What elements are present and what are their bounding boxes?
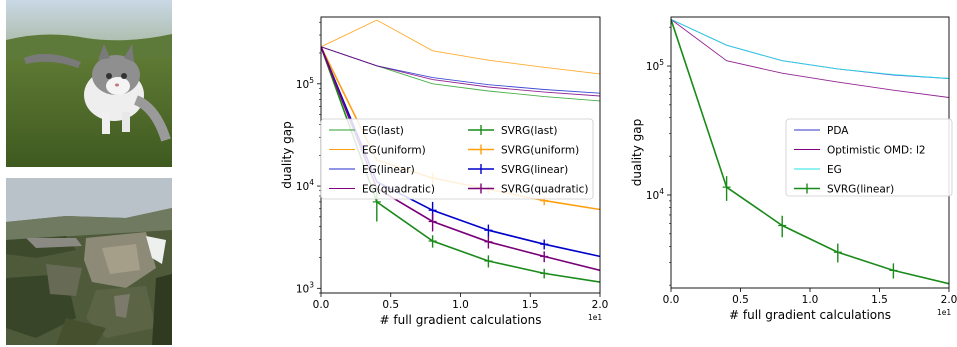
x-tick-label: 2.0 (941, 294, 957, 306)
y-axis-label: duality gap (630, 119, 644, 186)
x-axis-label: # full gradient calculations (729, 308, 891, 322)
y-tick-label: 104 (646, 187, 664, 202)
legend-label: EG (827, 164, 842, 176)
x-axis-label: # full gradient calculations (380, 313, 542, 327)
series-eg-quadratic--line (321, 46, 600, 97)
x-axis-scale-note: 1e1 (588, 313, 602, 322)
y-tick-exponent: 4 (659, 187, 664, 196)
x-tick-label: 2.0 (592, 299, 609, 311)
x-tick-label: 1.0 (452, 299, 469, 311)
legend-label: SVRG(linear) (501, 164, 568, 176)
x-tick-label: 1.5 (871, 294, 888, 306)
legend-label: EG(uniform) (362, 145, 426, 157)
x-tick-label: 0.5 (382, 299, 399, 311)
series-optimistic-omd-l2-line (671, 19, 949, 98)
legend-label: PDA (827, 125, 849, 137)
chart-left: 0.0 0.5 1.0 1.5 2.0 103 104 105 # full gradient … (280, 16, 609, 327)
legend-label: SVRG(last) (501, 125, 557, 137)
x-tick-label: 0.0 (663, 294, 680, 306)
legend-label: EG(last) (362, 125, 404, 137)
series-svrg-linear--line (671, 19, 949, 285)
y-tick-label: 104 (296, 178, 314, 193)
series-eg-linear--line (321, 46, 600, 94)
y-tick-exponent: 3 (309, 280, 314, 289)
y-tick-exponent: 4 (309, 178, 314, 187)
kitten-photo (6, 0, 172, 167)
x-tick-label: 1.5 (522, 299, 539, 311)
y-tick-label: 105 (646, 58, 664, 73)
chart-right: 0.0 0.5 1.0 1.5 2.0 104 105 # full gradient cal… (630, 16, 957, 322)
legend-box (785, 118, 953, 197)
series-eg-uniform--line (321, 19, 600, 75)
plot-area (671, 18, 949, 285)
legend-label: EG(quadratic) (362, 184, 435, 196)
y-tick-label: 105 (296, 76, 314, 91)
series-eg-line (671, 18, 949, 79)
legend-label: SVRG(quadratic) (501, 184, 588, 196)
y-axis-label: duality gap (280, 121, 294, 188)
legend-label: SVRG(uniform) (501, 145, 579, 157)
legend-label: EG(linear) (362, 164, 415, 176)
y-tick-label: 103 (296, 280, 314, 295)
x-tick-label: 0.0 (313, 299, 330, 311)
x-tick-label: 1.0 (802, 294, 819, 306)
legend-label: Optimistic OMD: l2 (827, 145, 926, 157)
y-tick-exponent: 5 (659, 58, 664, 67)
segmented-kitten-photo (6, 178, 172, 345)
y-tick-exponent: 5 (309, 76, 314, 85)
series-pda-line (671, 18, 949, 79)
legend-box (320, 118, 594, 200)
legend-label: SVRG(linear) (827, 184, 894, 196)
x-tick-label: 0.5 (732, 294, 749, 306)
x-axis-scale-note: 1e1 (937, 308, 951, 317)
